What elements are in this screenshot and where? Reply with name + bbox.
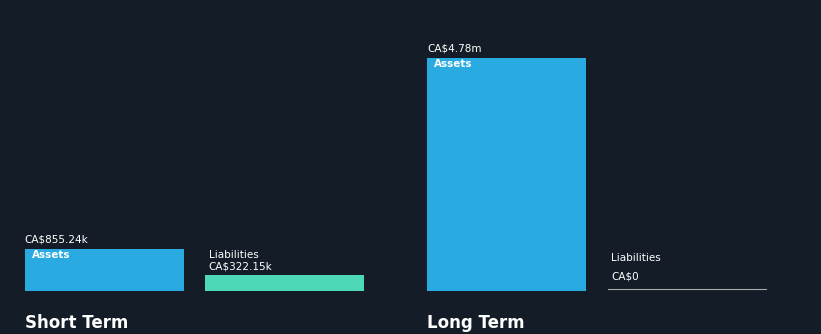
Text: CA$322.15k: CA$322.15k: [209, 262, 273, 272]
Text: Assets: Assets: [434, 59, 473, 69]
Text: Liabilities: Liabilities: [209, 250, 259, 260]
Text: Short Term: Short Term: [25, 314, 128, 332]
Bar: [25, 249, 184, 291]
Bar: [427, 58, 586, 291]
Text: CA$0: CA$0: [611, 271, 639, 281]
Bar: [205, 275, 365, 291]
Text: CA$855.24k: CA$855.24k: [25, 234, 89, 244]
Text: CA$4.78m: CA$4.78m: [427, 43, 481, 53]
Text: Long Term: Long Term: [427, 314, 525, 332]
Text: Liabilities: Liabilities: [611, 253, 661, 263]
Text: Assets: Assets: [32, 250, 71, 260]
